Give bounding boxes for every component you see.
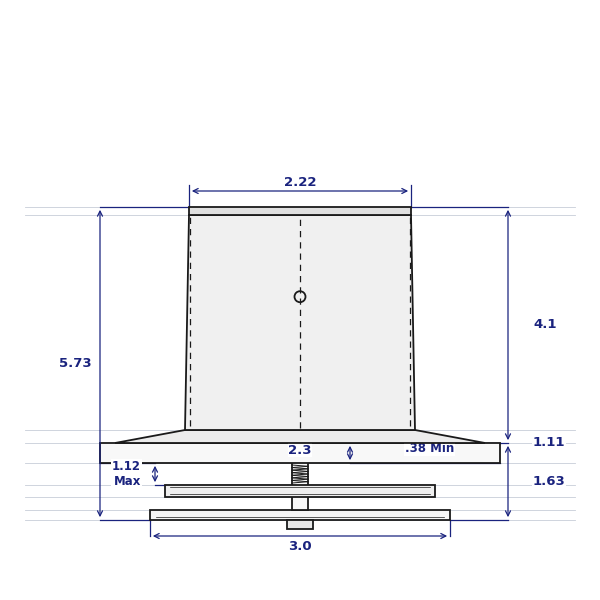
Text: 5.73: 5.73: [59, 357, 91, 370]
Text: 2.99: 2.99: [350, 316, 383, 329]
Text: 3.0: 3.0: [288, 541, 312, 553]
Text: 4.1: 4.1: [533, 319, 557, 331]
Text: .38 Min: .38 Min: [405, 443, 454, 455]
Text: 1.12
Max: 1.12 Max: [112, 460, 141, 488]
Bar: [165, 485, 435, 497]
Bar: [100, 443, 500, 463]
Polygon shape: [185, 215, 415, 430]
Bar: [287, 520, 313, 529]
Bar: [150, 510, 450, 520]
Polygon shape: [115, 430, 485, 443]
Text: 2.3: 2.3: [288, 443, 312, 457]
Text: 2.22: 2.22: [284, 175, 316, 188]
Bar: [292, 442, 308, 510]
Text: 1.11: 1.11: [533, 437, 566, 449]
Text: 1.63: 1.63: [533, 475, 566, 488]
Bar: [189, 207, 411, 215]
